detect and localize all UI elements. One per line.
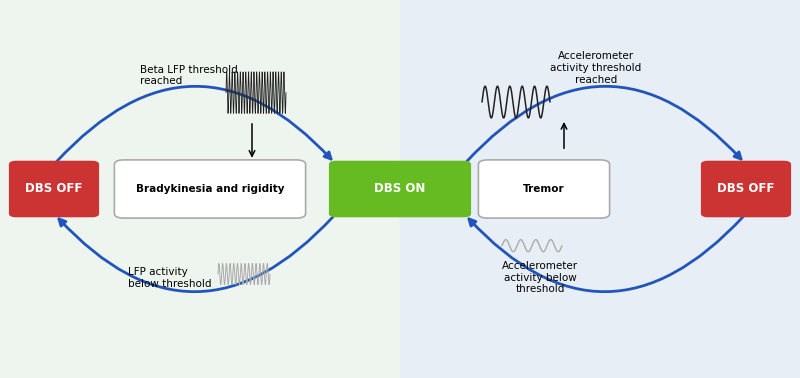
FancyArrowPatch shape [59,217,333,292]
Text: Tremor: Tremor [523,184,565,194]
Text: Accelerometer
activity threshold
reached: Accelerometer activity threshold reached [550,51,642,85]
FancyArrowPatch shape [469,217,743,292]
Text: DBS OFF: DBS OFF [718,183,774,195]
Text: Accelerometer
activity below
threshold: Accelerometer activity below threshold [502,261,578,294]
Bar [0,0,400,378]
Text: Beta LFP threshold
reached: Beta LFP threshold reached [140,65,238,87]
FancyBboxPatch shape [702,161,790,217]
Bar [400,0,800,378]
FancyArrowPatch shape [57,86,331,161]
Text: DBS OFF: DBS OFF [26,183,82,195]
FancyBboxPatch shape [478,160,610,218]
Text: LFP activity
below threshold: LFP activity below threshold [128,267,211,289]
FancyArrowPatch shape [467,86,741,161]
Text: Bradykinesia and rigidity: Bradykinesia and rigidity [136,184,284,194]
FancyBboxPatch shape [114,160,306,218]
Text: DBS ON: DBS ON [374,183,426,195]
FancyBboxPatch shape [330,161,470,217]
FancyBboxPatch shape [10,161,98,217]
